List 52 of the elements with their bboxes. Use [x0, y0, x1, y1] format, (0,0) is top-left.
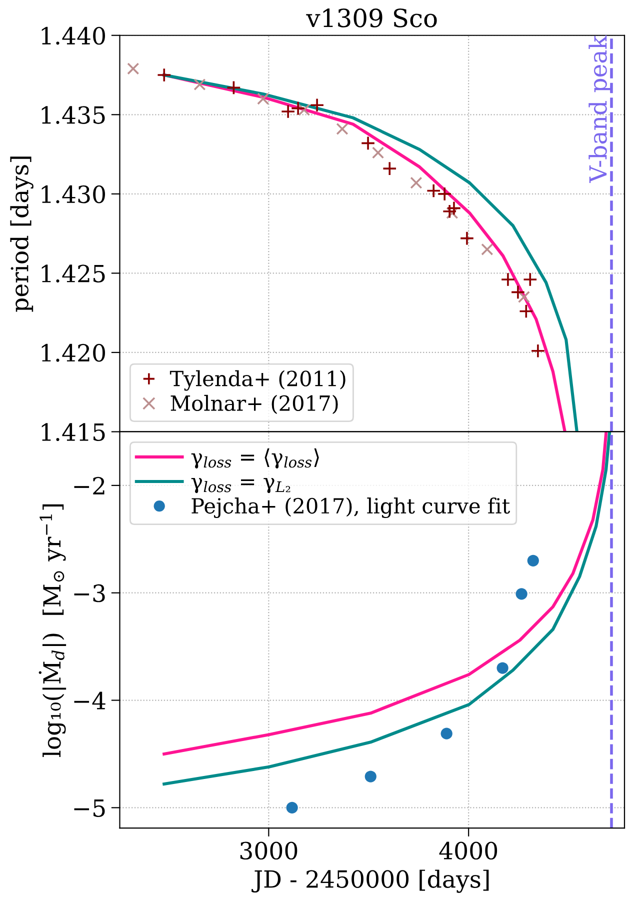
y-tick-label: 1.425 — [42, 264, 105, 282]
point — [522, 272, 538, 287]
point — [410, 176, 422, 189]
x-tick-label: 3000 — [240, 842, 298, 860]
point — [440, 728, 452, 740]
point — [286, 802, 298, 814]
y-tick-label: −5 — [74, 799, 105, 817]
legend-label: Pejcha+ (2017), light curve fit — [192, 498, 510, 518]
y-tick-label: −2 — [74, 476, 104, 494]
point — [500, 272, 516, 287]
point — [518, 304, 534, 319]
legend-label: γ$_{loss}$ = ⟨γ$_{loss}$⟩ — [191, 448, 319, 469]
point — [437, 186, 452, 202]
legend-label: Molnar+ (2017) — [170, 394, 338, 414]
point — [518, 290, 530, 304]
point — [310, 98, 324, 112]
point — [298, 104, 310, 116]
point — [372, 146, 384, 159]
legend-label: γ$_{loss}$ = γ$_{L₂}$ — [191, 478, 290, 494]
point — [527, 554, 539, 566]
y-tick-label: −3 — [74, 584, 105, 602]
point — [194, 78, 206, 91]
point — [280, 104, 296, 119]
point — [360, 136, 376, 150]
point — [127, 62, 140, 75]
point — [290, 100, 306, 116]
point — [226, 80, 242, 95]
y-axis-title: log₁₀(|Ṁ$_{d}$|) [M$_{⊙}$ yr$^{−1}$] — [38, 504, 66, 757]
legend-label: Tylenda+ (2011) — [170, 370, 346, 391]
point — [496, 662, 508, 674]
y-tick-label: 1.435 — [42, 106, 105, 124]
y-tick-label: 1.440 — [42, 26, 105, 45]
point — [257, 92, 270, 105]
point — [530, 344, 546, 358]
y-tick-label: −4 — [74, 692, 106, 710]
point — [382, 161, 397, 176]
point — [336, 122, 348, 135]
y-axis-title: period [days] — [10, 156, 34, 312]
point — [510, 284, 526, 300]
point — [156, 68, 172, 82]
point — [426, 183, 441, 198]
x-tick-label: 4000 — [439, 842, 498, 860]
point — [516, 588, 528, 600]
y-tick-label: 1.430 — [42, 185, 105, 204]
ref-line-label: V-band peak — [588, 35, 612, 183]
point — [481, 243, 494, 256]
y-tick-label: 1.420 — [42, 344, 105, 362]
chart-title: v1309 Sco — [306, 8, 437, 28]
point — [364, 770, 376, 782]
point — [460, 231, 474, 246]
x-axis-title: JD - 2450000 [days] — [252, 870, 489, 893]
y-tick-label: 1.415 — [42, 423, 105, 442]
